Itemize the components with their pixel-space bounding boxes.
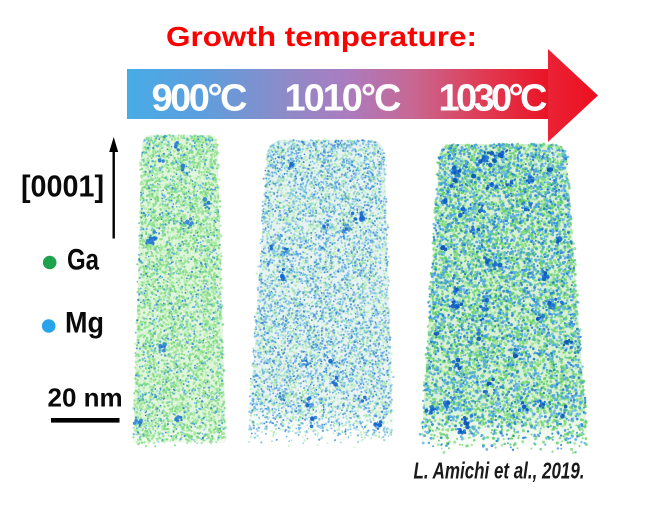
svg-text:L. Amichi et al., 2019.: L. Amichi et al., 2019.	[414, 458, 585, 484]
svg-text:Mg: Mg	[65, 307, 104, 340]
svg-text:20 nm: 20 nm	[48, 383, 123, 413]
svg-text:[0001]: [0001]	[21, 169, 104, 204]
svg-text:900°C: 900°C	[152, 78, 248, 120]
svg-text:1030°C: 1030°C	[439, 78, 548, 120]
svg-text:Ga: Ga	[67, 244, 99, 277]
svg-text:Growth temperature:: Growth temperature:	[166, 21, 477, 52]
svg-text:1010°C: 1010°C	[285, 78, 402, 120]
